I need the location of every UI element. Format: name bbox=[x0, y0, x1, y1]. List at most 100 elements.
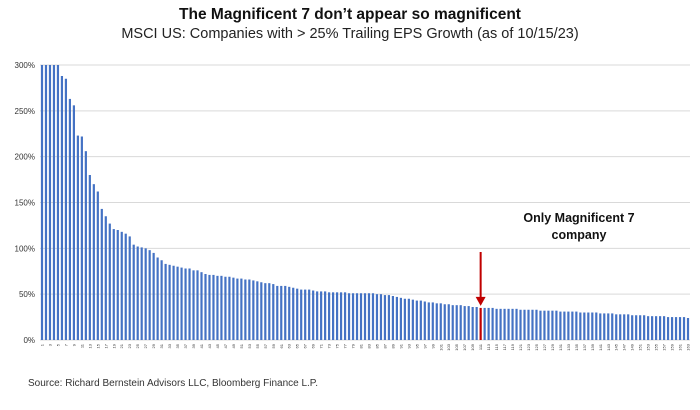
bar bbox=[363, 293, 367, 340]
bar bbox=[631, 315, 634, 340]
bar bbox=[339, 292, 343, 340]
bar bbox=[284, 285, 287, 340]
x-tick-label: 151 bbox=[638, 343, 643, 350]
bar bbox=[56, 65, 60, 340]
bar bbox=[204, 274, 207, 340]
x-tick-label: 69 bbox=[311, 343, 316, 348]
bar bbox=[455, 305, 458, 340]
x-tick-label: 135 bbox=[574, 343, 579, 350]
x-tick-label: 99 bbox=[430, 343, 435, 348]
source-note: Source: Richard Bernstein Advisors LLC, … bbox=[28, 378, 318, 389]
x-tick-label: 129 bbox=[550, 343, 555, 350]
bar bbox=[355, 293, 359, 340]
bar bbox=[591, 312, 594, 340]
bar bbox=[399, 297, 402, 340]
bar bbox=[316, 291, 319, 340]
x-tick-label: 77 bbox=[343, 343, 348, 348]
bar bbox=[395, 296, 398, 340]
bar bbox=[220, 275, 223, 340]
x-tick-label: 113 bbox=[486, 343, 491, 350]
bar bbox=[112, 229, 115, 340]
bar bbox=[320, 291, 323, 340]
x-tick-label: 13 bbox=[87, 343, 92, 348]
x-tick-label: 145 bbox=[614, 343, 619, 350]
bar bbox=[623, 314, 626, 340]
bar bbox=[252, 280, 255, 340]
bar bbox=[351, 293, 355, 340]
bar bbox=[491, 307, 494, 340]
bar bbox=[164, 263, 167, 340]
bar bbox=[52, 65, 56, 340]
x-tick-label: 139 bbox=[590, 343, 595, 350]
x-tick-label: 43 bbox=[207, 343, 212, 348]
x-tick-label: 123 bbox=[526, 343, 531, 350]
bar bbox=[256, 281, 259, 340]
bar bbox=[64, 78, 68, 340]
x-tick-label: 157 bbox=[662, 343, 667, 350]
bar bbox=[658, 316, 662, 340]
bar bbox=[527, 309, 530, 340]
x-tick-label: 17 bbox=[103, 343, 108, 348]
x-tick-label: 163 bbox=[686, 343, 691, 350]
x-tick-label: 91 bbox=[398, 343, 403, 348]
x-tick-label: 101 bbox=[438, 343, 443, 350]
bar bbox=[188, 268, 191, 340]
bar bbox=[587, 312, 590, 340]
bar bbox=[670, 317, 674, 340]
bar bbox=[92, 184, 95, 340]
bar bbox=[324, 291, 327, 340]
x-tick-label: 133 bbox=[566, 343, 571, 350]
bar bbox=[639, 315, 642, 340]
bar bbox=[104, 216, 107, 340]
x-tick-label: 155 bbox=[654, 343, 659, 350]
x-tick-label: 21 bbox=[119, 343, 124, 348]
bar bbox=[292, 287, 295, 340]
y-axis-ticks: 0% 50% 100% 150% 200% 250% 300% bbox=[15, 61, 35, 345]
x-tick-label: 115 bbox=[494, 343, 499, 350]
bar bbox=[200, 272, 203, 340]
bar bbox=[367, 293, 371, 340]
x-tick-label: 119 bbox=[510, 343, 515, 350]
bar bbox=[495, 308, 498, 340]
bar bbox=[136, 246, 139, 340]
bar bbox=[391, 296, 395, 340]
bar bbox=[611, 313, 614, 340]
bar bbox=[108, 223, 111, 340]
bar bbox=[503, 308, 506, 340]
bar bbox=[439, 303, 442, 340]
bar bbox=[184, 268, 187, 340]
y-tick-label: 100% bbox=[15, 244, 35, 253]
x-tick-label: 81 bbox=[359, 343, 364, 348]
x-tick-label: 1 bbox=[39, 343, 44, 346]
bar bbox=[423, 301, 426, 340]
bar bbox=[407, 298, 410, 340]
bar bbox=[459, 305, 462, 340]
x-tick-label: 33 bbox=[167, 343, 172, 348]
bar bbox=[272, 284, 275, 340]
x-tick-label: 71 bbox=[319, 343, 324, 348]
bar bbox=[268, 283, 271, 340]
bar bbox=[567, 311, 570, 340]
bar bbox=[666, 317, 670, 340]
bar bbox=[379, 294, 383, 340]
x-tick-label: 75 bbox=[335, 343, 340, 348]
x-tick-label: 153 bbox=[646, 343, 651, 350]
bar bbox=[40, 65, 44, 340]
x-tick-label: 159 bbox=[670, 343, 675, 350]
x-tick-label: 5 bbox=[55, 343, 60, 346]
annotation-line-1: Only Magnificent 7 bbox=[523, 211, 635, 225]
bar bbox=[499, 308, 502, 340]
x-tick-label: 87 bbox=[382, 343, 387, 348]
bar bbox=[467, 306, 470, 340]
bar bbox=[547, 310, 550, 340]
bar bbox=[232, 277, 235, 340]
bar bbox=[471, 307, 474, 340]
bar bbox=[172, 265, 175, 340]
x-tick-label: 57 bbox=[263, 343, 268, 348]
bar bbox=[435, 303, 438, 340]
bar bbox=[48, 65, 52, 340]
x-tick-label: 107 bbox=[462, 343, 467, 350]
bar bbox=[427, 302, 430, 340]
bar bbox=[682, 317, 686, 340]
bar bbox=[148, 250, 151, 340]
